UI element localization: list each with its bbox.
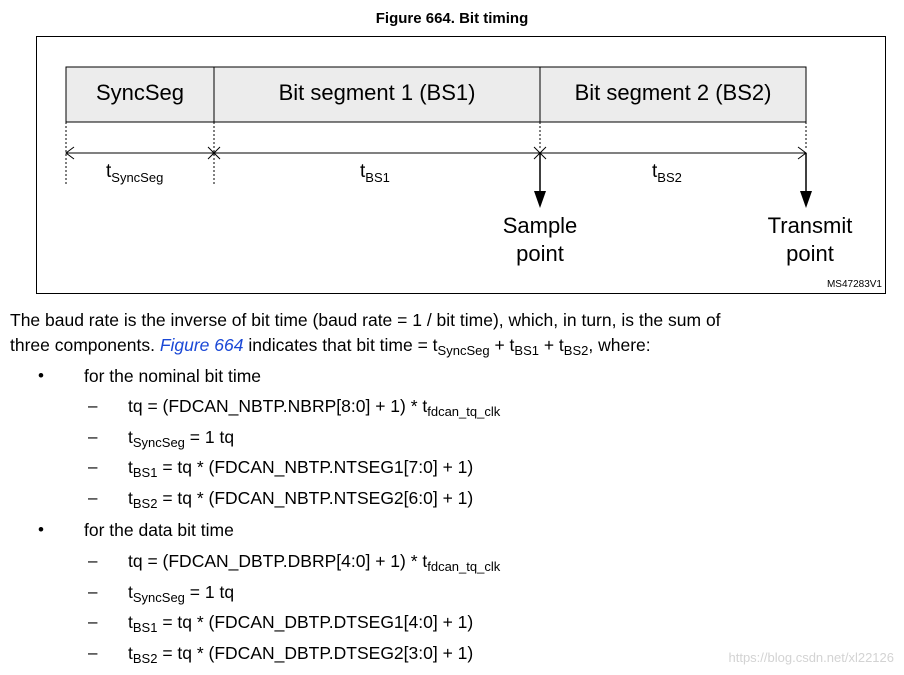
figure-frame [36, 36, 886, 294]
dash-glyph: – [88, 488, 98, 507]
syncseg-box [65, 66, 215, 123]
figure-code: MS47283V1 [826, 279, 882, 290]
dash-glyph: – [88, 551, 98, 570]
dash-glyph: – [88, 643, 98, 662]
diagram-graphics [36, 36, 886, 294]
bs1-box [213, 66, 541, 123]
segment-label-bs1: Bit segment 1 (BS1) [278, 80, 476, 105]
arrow-left [65, 146, 75, 160]
segment-label-bs2: Bit segment 2 (BS2) [574, 80, 772, 105]
nominal-bs1: tBS1 = tq * (FDCAN_NBTP.NTSEG1[7:0] + 1) [128, 457, 474, 480]
dash-glyph: – [88, 396, 98, 415]
bullet-data: for the data bit time [84, 520, 234, 540]
data-tq: tq = (FDCAN_DBTP.DBRP[4:0] + 1) * tfdcan… [128, 551, 501, 574]
dash-glyph: – [88, 612, 98, 631]
figure-664-link[interactable]: Figure 664 [159, 335, 244, 355]
bs2-box [539, 66, 807, 123]
sample-point-arrow [534, 191, 546, 208]
paragraph-line-1: The baud rate is the inverse of bit time… [10, 310, 721, 330]
t-bs2-label: tBS2 [652, 161, 682, 185]
x-mark-1 [207, 146, 221, 160]
nominal-syncseg: tSyncSeg = 1 tq [128, 427, 235, 450]
transmit-point-arrow [800, 191, 812, 208]
t-bs1-label: tBS1 [360, 161, 390, 185]
nominal-bs2: tBS2 = tq * (FDCAN_NBTP.NTSEG2[6:0] + 1) [128, 488, 474, 511]
watermark: https://blog.csdn.net/xl22126 [728, 650, 894, 665]
segment-label-syncseg: SyncSeg [95, 80, 185, 105]
bullet-glyph: • [38, 366, 44, 385]
dash-glyph: – [88, 582, 98, 601]
nominal-tq: tq = (FDCAN_NBTP.NBRP[8:0] + 1) * tfdcan… [128, 396, 501, 419]
figure-title: Figure 664. Bit timing [375, 10, 529, 27]
bit-timing-diagram: SyncSeg Bit segment 1 (BS1) Bit segment … [36, 36, 886, 294]
data-bs1: tBS1 = tq * (FDCAN_DBTP.DTSEG1[4:0] + 1) [128, 612, 474, 635]
transmit-point-label: Transmit point [767, 213, 853, 266]
dash-glyph: – [88, 427, 98, 446]
bullet-nominal: for the nominal bit time [84, 366, 262, 386]
data-bs2: tBS2 = tq * (FDCAN_DBTP.DTSEG2[3:0] + 1) [128, 643, 474, 666]
data-syncseg: tSyncSeg = 1 tq [128, 582, 235, 605]
sample-point-label: Sample point [502, 213, 578, 266]
paragraph-line-2: three components. Figure 664 indicates t… [10, 335, 651, 358]
t-syncseg-label: tSyncSeg [106, 161, 164, 185]
dash-glyph: – [88, 457, 98, 476]
bullet-glyph: • [38, 520, 44, 539]
